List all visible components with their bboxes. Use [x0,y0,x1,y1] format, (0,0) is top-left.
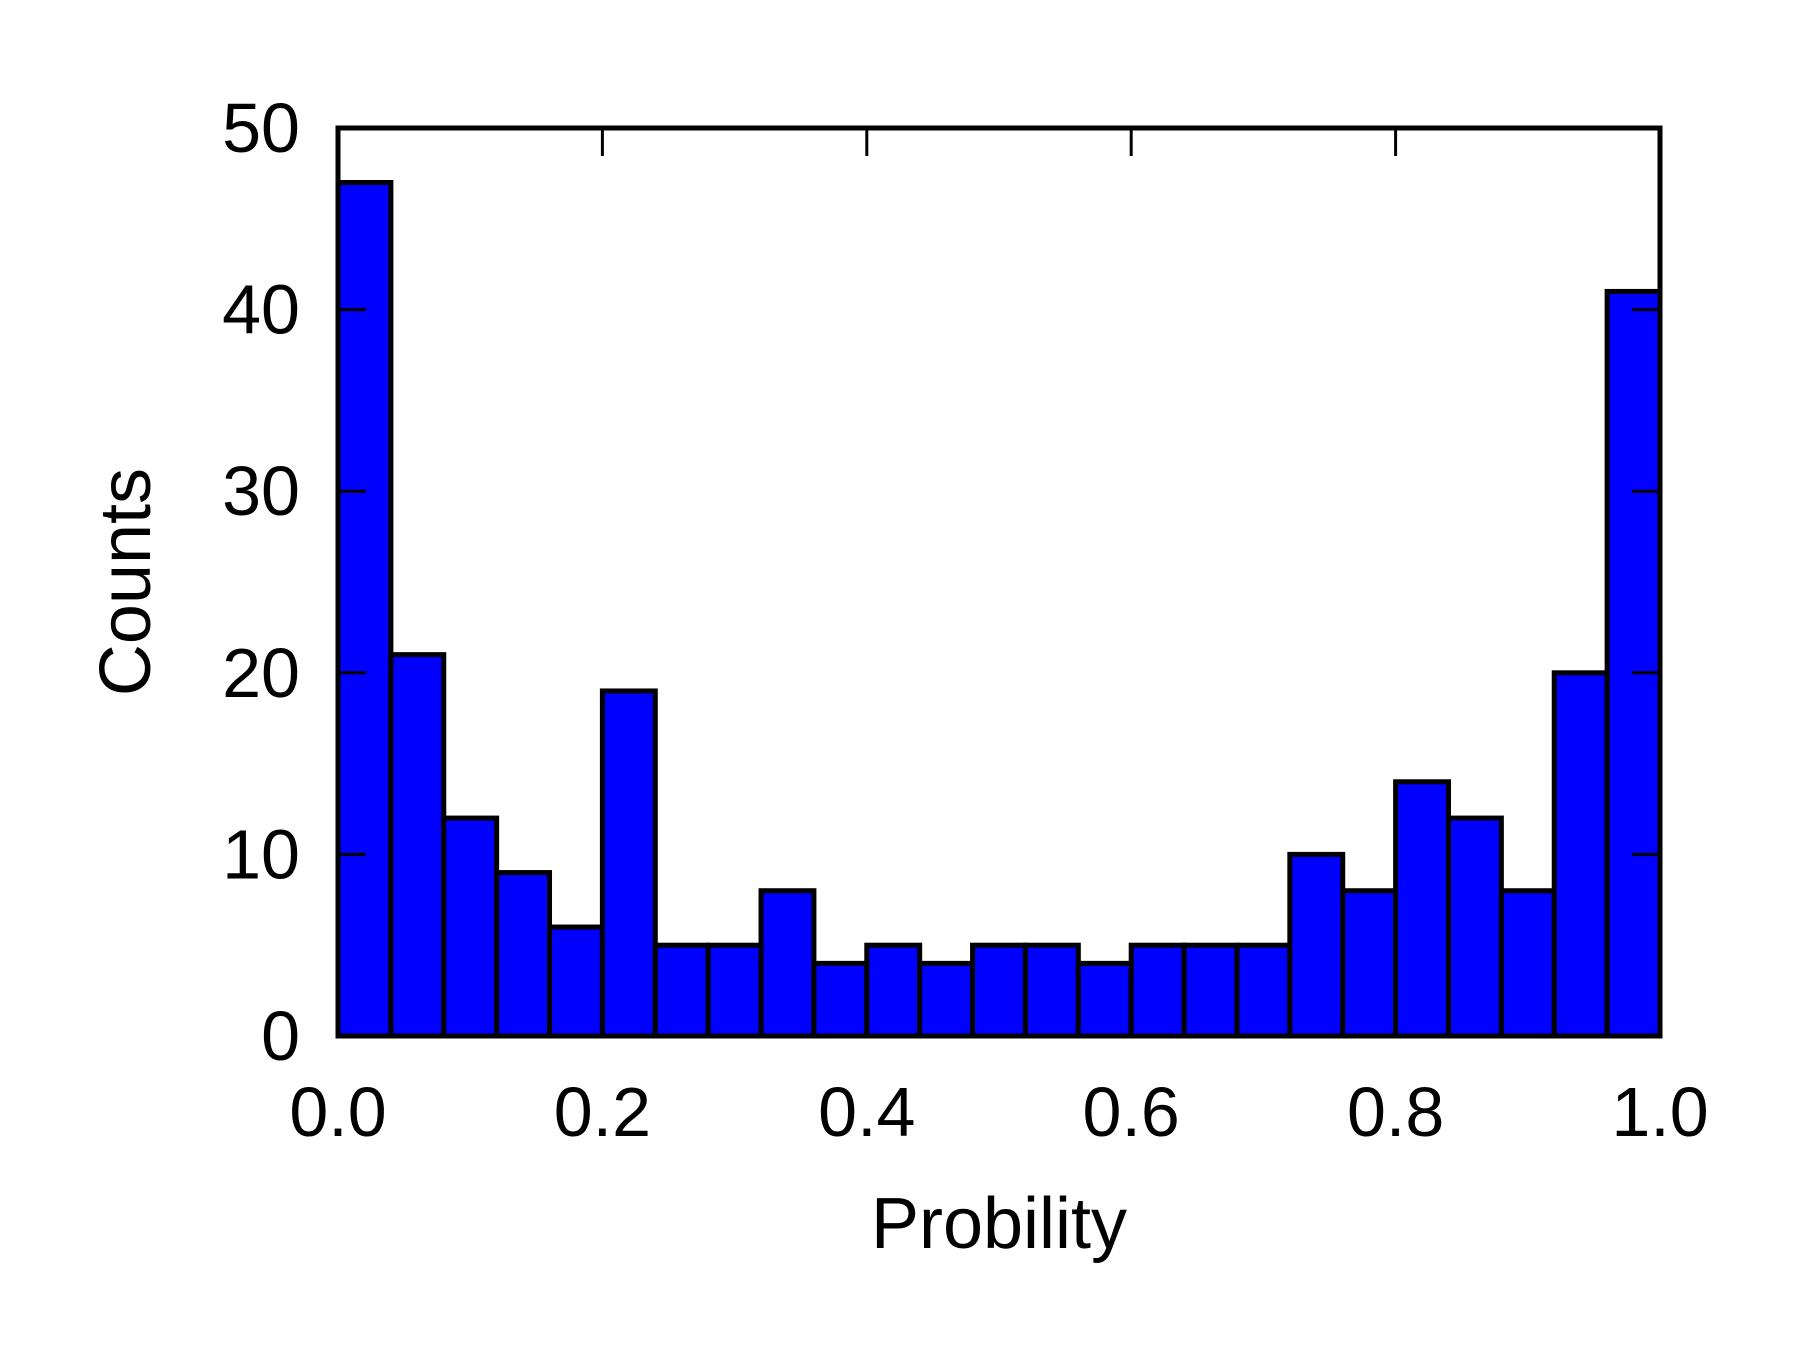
ticks-group [336,126,1662,1038]
bar [599,688,658,1039]
bar [811,960,870,1039]
y-tick-label: 50 [222,89,300,167]
y-tick-label: 30 [222,452,300,530]
bar [494,870,553,1039]
x-tick-label: 0.4 [818,1073,915,1151]
y-tick-label: 0 [261,997,300,1075]
bar [1551,670,1610,1039]
bar [1234,942,1293,1039]
x-tick-label: 1.0 [1611,1073,1708,1151]
x-tick-label: 0.8 [1347,1073,1444,1151]
y-tick-label: 40 [222,271,300,349]
bar [1128,942,1187,1039]
bar [758,888,817,1039]
bar [1604,288,1663,1039]
bar [1498,888,1557,1039]
bar [1181,942,1240,1039]
bar [1393,779,1451,1039]
plot-frame [335,125,1663,1039]
y-axis-label: Counts [86,468,166,696]
bar [1287,851,1346,1039]
x-tick-label: 0.6 [1083,1073,1180,1151]
bar [1445,815,1504,1039]
y-tick-label: 10 [222,815,300,893]
bar [1022,942,1081,1039]
bar [864,942,923,1039]
bar [547,924,605,1039]
x-tick-label: 0.0 [289,1073,386,1151]
bar [970,942,1028,1039]
bar [652,942,711,1039]
x-tick-labels: 0.0 0.2 0.4 0.6 0.8 1.0 [289,1073,1708,1151]
bar [441,815,500,1039]
bar [917,960,976,1039]
x-tick-label: 0.2 [554,1073,651,1151]
bar [1340,888,1399,1039]
y-tick-label: 20 [222,634,300,712]
bars-group [335,179,1663,1039]
y-tick-labels: 0 10 20 30 40 50 [222,89,300,1075]
bar [388,652,447,1039]
bar [1075,960,1134,1039]
x-axis-label: Probility [871,1184,1127,1264]
bar [705,942,764,1039]
